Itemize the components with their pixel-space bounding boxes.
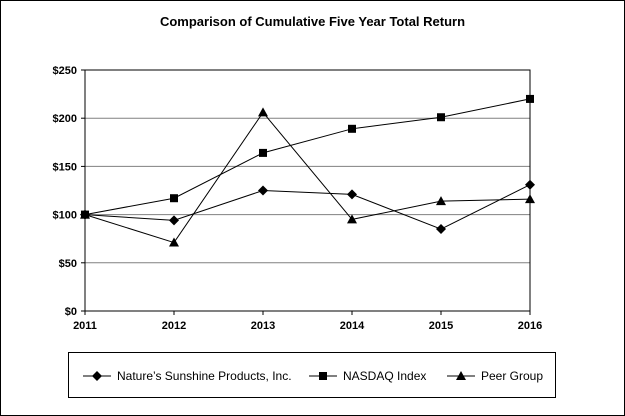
data-point [437,113,445,122]
x-tick-label: 2016 [518,320,542,332]
data-point [348,124,356,133]
legend-item: Nature’s Sunshine Products, Inc. [83,369,292,383]
legend-item: Peer Group [447,369,543,383]
y-axis-ticks: $0 $50 $100 $150 $200 $250 [53,65,85,318]
series-line [84,111,531,244]
y-tick-label: $200 [53,113,77,125]
legend-marker [319,372,327,380]
plot-area [84,69,531,312]
legend-label: NASDAQ Index [343,369,426,383]
series-line [84,98,531,216]
legend-marker [92,371,102,381]
y-tick-label: $100 [53,210,77,222]
legend-label: Nature’s Sunshine Products, Inc. [117,369,292,383]
legend: Nature’s Sunshine Products, Inc. NASDAQ I… [68,352,556,398]
grid-layer [85,117,530,264]
series-line [84,184,531,230]
data-point [169,237,179,247]
x-tick-label: 2011 [73,320,97,332]
data-point [258,185,268,196]
data-point [259,148,267,157]
x-tick-label: 2012 [162,320,186,332]
data-point [258,107,268,117]
data-point [347,214,357,224]
legend-label: Peer Group [481,369,543,383]
data-point [347,189,357,200]
y-tick-label: $50 [59,258,77,270]
y-tick-label: $0 [65,306,77,318]
series-square [81,94,534,219]
data-point [525,194,535,204]
x-tick-label: 2013 [251,320,275,332]
x-axis-ticks: 2011 2012 2013 2014 2015 2016 [73,311,542,332]
legend-item: NASDAQ Index [309,369,426,383]
data-point [526,94,534,103]
series-diamond [80,179,535,235]
data-point [170,194,178,203]
y-tick-label: $150 [53,161,77,173]
data-point [436,196,446,206]
x-tick-label: 2014 [340,320,365,332]
series-triangle [80,107,535,247]
data-point [169,215,179,226]
series-layer [80,94,535,247]
data-point [525,179,535,190]
chart-title: Comparison of Cumulative Five Year Total… [159,14,466,29]
legend-canvas: Nature’s Sunshine Products, Inc. NASDAQ I… [83,369,543,383]
data-point [80,209,90,219]
data-point [436,224,446,235]
y-tick-label: $250 [53,65,77,77]
legend-marker [456,371,466,380]
x-tick-label: 2015 [429,320,453,332]
